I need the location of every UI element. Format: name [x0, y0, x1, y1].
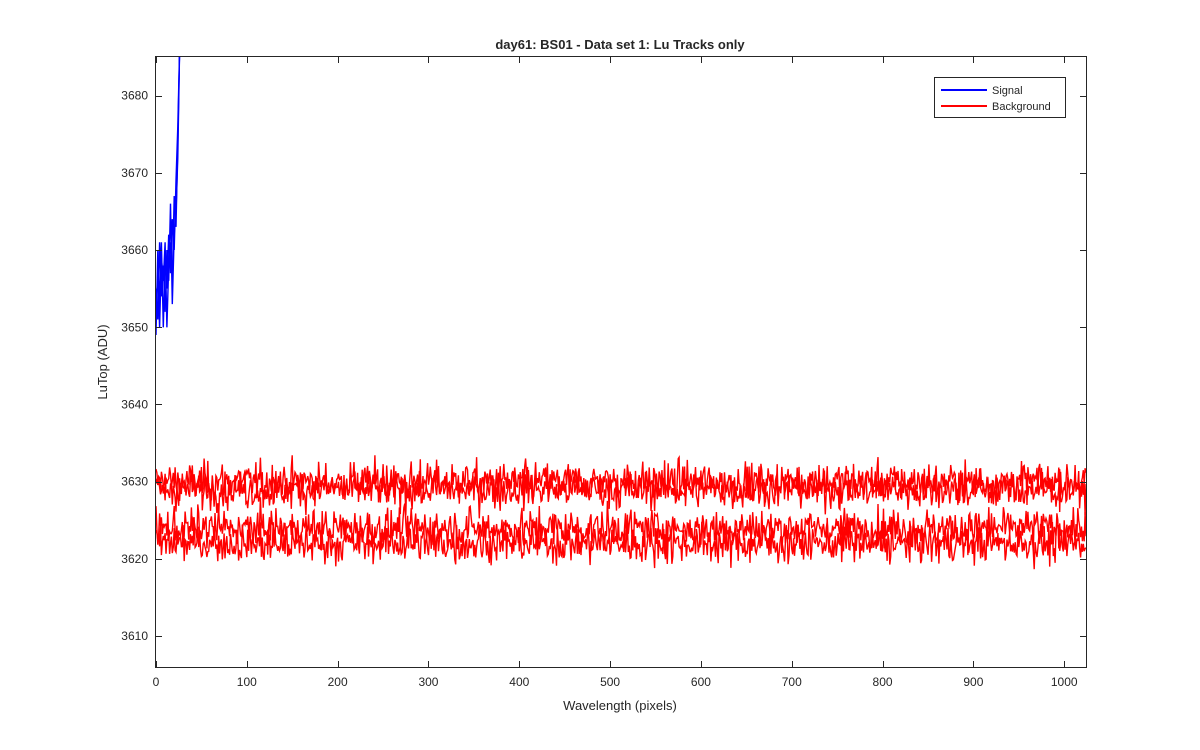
legend-label-signal: Signal — [992, 85, 1023, 97]
x-axis-label: Wavelength (pixels) — [563, 698, 677, 713]
x-tick-label: 300 — [418, 675, 438, 689]
legend[interactable]: Signal Background — [934, 77, 1066, 118]
chart-title: day61: BS01 - Data set 1: Lu Tracks only — [495, 37, 745, 52]
series-line-signal-2 — [156, 57, 181, 328]
x-tick-label: 200 — [328, 675, 348, 689]
y-axis-label: LuTop (ADU) — [95, 324, 110, 399]
series-line-background-4 — [156, 459, 1086, 519]
x-tick-label: 800 — [873, 675, 893, 689]
series-line-background-6 — [156, 517, 1086, 570]
x-tick-label: 400 — [509, 675, 529, 689]
y-tick-label: 3640 — [121, 397, 148, 411]
x-tick-label: 0 — [153, 675, 160, 689]
legend-box — [934, 77, 1066, 118]
x-axis: 0 100 200 300 400 500 600 700 800 900 1000 — [153, 57, 1078, 689]
series-line-background-5 — [156, 497, 1086, 556]
y-tick-label: 3620 — [121, 552, 148, 566]
x-tick-label: 500 — [600, 675, 620, 689]
x-tick-label: 1000 — [1051, 675, 1078, 689]
y-tick-label: 3680 — [121, 89, 148, 103]
x-tick-label: 100 — [237, 675, 257, 689]
x-tick-label: 600 — [691, 675, 711, 689]
y-tick-label: 3670 — [121, 166, 148, 180]
y-tick-label: 3630 — [121, 475, 148, 489]
y-tick-label: 3610 — [121, 629, 148, 643]
y-tick-label: 3660 — [121, 243, 148, 257]
y-axis: 3610 3620 3630 3640 3650 3660 3670 3680 — [121, 89, 1086, 643]
legend-label-background: Background — [992, 101, 1051, 113]
axes-box — [155, 56, 1087, 668]
x-tick-label: 900 — [963, 675, 983, 689]
series-layer — [156, 57, 1086, 570]
x-tick-label: 700 — [782, 675, 802, 689]
y-tick-label: 3650 — [121, 320, 148, 334]
